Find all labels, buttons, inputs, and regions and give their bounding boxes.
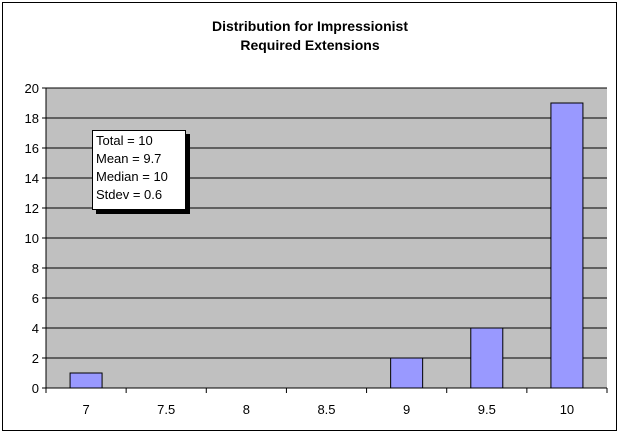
- y-tick-label-2: 2: [32, 351, 39, 366]
- gridlines: [42, 87, 607, 389]
- x-tick-label-9.5: 9.5: [478, 402, 496, 417]
- y-tick-label-12: 12: [25, 201, 39, 216]
- x-tick-label-8.5: 8.5: [317, 402, 335, 417]
- y-tick-label-10: 10: [25, 231, 39, 246]
- x-tick-labels: 7 7.5 8 8.5 9 9.5 10: [45, 388, 608, 417]
- statistics-box: Total = 10 Mean = 9.7 Median = 10 Stdev …: [92, 130, 186, 210]
- y-tick-label-14: 14: [25, 171, 39, 186]
- chart-title-line-2: Required Extensions: [240, 37, 379, 53]
- bars: [69, 102, 584, 389]
- bar-9: [390, 357, 424, 389]
- x-tick-label-8: 8: [243, 402, 250, 417]
- stat-median: Median = 10: [96, 169, 168, 184]
- stat-total: Total = 10: [96, 133, 153, 148]
- x-tick-label-10: 10: [560, 402, 574, 417]
- y-tick-label-20: 20: [25, 81, 39, 96]
- x-tick-label-7.5: 7.5: [157, 402, 175, 417]
- y-tick-label-6: 6: [32, 291, 39, 306]
- bar-7: [69, 372, 103, 389]
- bar-9.5: [470, 327, 504, 389]
- y-tick-label-8: 8: [32, 261, 39, 276]
- y-tick-label-4: 4: [32, 321, 39, 336]
- y-tick-label-16: 16: [25, 141, 39, 156]
- x-tick-label-9: 9: [403, 402, 410, 417]
- axes: [45, 88, 607, 389]
- y-tick-labels: 0 2 4 6 8 10 12 14 16 18 20: [25, 81, 39, 396]
- bar-10: [550, 102, 584, 389]
- chart-title-line-1: Distribution for Impressionist: [212, 18, 408, 34]
- y-tick-label-18: 18: [25, 111, 39, 126]
- y-tick-label-0: 0: [32, 381, 39, 396]
- stat-stdev: Stdev = 0.6: [96, 187, 163, 202]
- stat-mean: Mean = 9.7: [96, 151, 162, 166]
- x-tick-label-7: 7: [82, 402, 89, 417]
